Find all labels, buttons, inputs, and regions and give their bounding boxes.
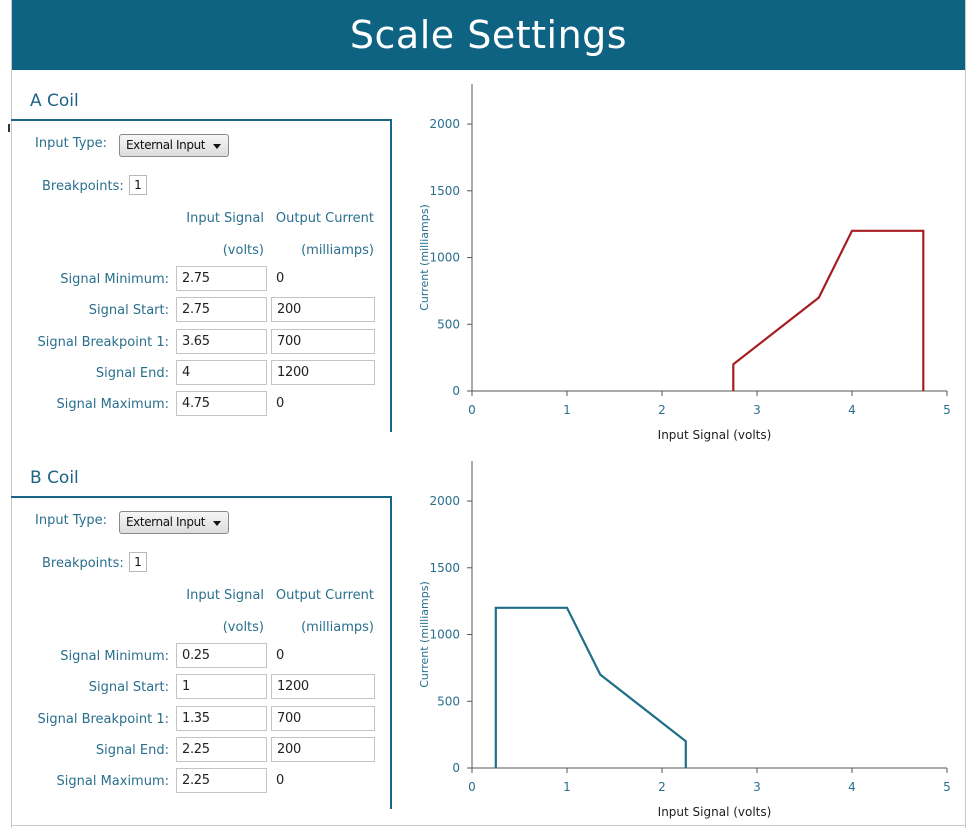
output-current-field[interactable]: 1200 <box>271 674 375 699</box>
coil-section-a: A Coil Input Type: External Input Breakpoin… <box>11 0 401 440</box>
input-signal-header: Input Signal <box>186 588 264 603</box>
row-label: Signal Minimum: <box>60 649 169 664</box>
x-tick-label: 3 <box>753 403 761 417</box>
row-label: Signal Breakpoint 1: <box>38 712 169 727</box>
input-signal-field[interactable]: 2.75 <box>176 266 267 291</box>
input-signal-field[interactable]: 3.65 <box>176 329 267 354</box>
x-tick-label: 0 <box>468 403 476 417</box>
y-axis-label: Current (milliamps) <box>418 581 431 688</box>
y-tick-label: 1500 <box>429 561 460 575</box>
x-tick-label: 3 <box>753 780 761 794</box>
y-tick-label: 1000 <box>429 628 460 642</box>
chevron-down-icon <box>213 521 221 526</box>
x-tick-label: 2 <box>658 780 666 794</box>
breakpoints-label: Breakpoints: <box>42 556 124 571</box>
x-tick-label: 0 <box>468 780 476 794</box>
edge-marker <box>8 124 10 132</box>
output-current-field[interactable]: 700 <box>271 329 375 354</box>
breakpoints-label: Breakpoints: <box>42 179 124 194</box>
x-tick-label: 1 <box>563 403 571 417</box>
coil-section-b: B Coil Input Type: External Input Breakpoin… <box>11 377 401 817</box>
x-axis-label: Input Signal (volts) <box>658 428 772 442</box>
x-tick-label: 4 <box>848 403 856 417</box>
y-tick-label: 1500 <box>429 184 460 198</box>
x-axis-label: Input Signal (volts) <box>658 805 772 819</box>
row-label: Signal Maximum: <box>57 774 170 789</box>
output-current-value: 0 <box>276 773 284 788</box>
series-line <box>496 608 686 768</box>
input-unit-label: (volts) <box>223 620 264 635</box>
output-current-header: Output Current <box>276 588 374 603</box>
row-label: Signal End: <box>96 743 169 758</box>
breakpoints-input[interactable]: 1 <box>129 552 147 572</box>
series-line <box>733 231 923 391</box>
x-tick-label: 4 <box>848 780 856 794</box>
signal-row-minimum: Signal Minimum: 2.75 0 <box>11 266 391 292</box>
chevron-down-icon <box>213 144 221 149</box>
y-tick-label: 0 <box>452 384 460 398</box>
signal-row-minimum: Signal Minimum: 0.25 0 <box>11 643 391 669</box>
output-unit-label: (milliamps) <box>301 620 374 635</box>
chart-svg: 0 500 1000 1500 2000 0 1 2 3 4 5 Input Signal (volt… <box>401 80 966 450</box>
input-type-select[interactable]: External Input <box>119 134 229 157</box>
signal-row-maximum: Signal Maximum: 2.25 0 <box>11 768 391 794</box>
input-signal-field[interactable]: 2.25 <box>176 768 267 793</box>
input-signal-field[interactable]: 1 <box>176 674 267 699</box>
output-current-value: 0 <box>276 648 284 663</box>
row-label: Signal Minimum: <box>60 272 169 287</box>
input-type-label: Input Type: <box>35 513 107 528</box>
row-label: Signal Breakpoint 1: <box>38 335 169 350</box>
x-tick-label: 5 <box>943 780 951 794</box>
coil-title: A Coil <box>30 91 79 111</box>
input-unit-label: (volts) <box>223 243 264 258</box>
row-label: Signal Start: <box>89 680 169 695</box>
output-current-field[interactable]: 200 <box>271 737 375 762</box>
input-signal-field[interactable]: 1.35 <box>176 706 267 731</box>
breakpoints-input[interactable]: 1 <box>129 175 147 195</box>
x-tick-label: 5 <box>943 403 951 417</box>
output-current-field[interactable]: 700 <box>271 706 375 731</box>
y-tick-label: 1000 <box>429 251 460 265</box>
input-type-label: Input Type: <box>35 136 107 151</box>
output-unit-label: (milliamps) <box>301 243 374 258</box>
input-signal-header: Input Signal <box>186 211 264 226</box>
input-signal-field[interactable]: 2.75 <box>176 297 267 322</box>
y-tick-label: 500 <box>437 694 460 708</box>
input-type-value: External Input <box>126 138 205 152</box>
scale-chart: 0 500 1000 1500 2000 0 1 2 3 4 5 Input Signal (volt… <box>401 80 966 450</box>
input-signal-field[interactable]: 2.25 <box>176 737 267 762</box>
row-label: Signal Start: <box>89 303 169 318</box>
output-current-field[interactable]: 200 <box>271 297 375 322</box>
y-tick-label: 500 <box>437 317 460 331</box>
scale-chart: 0 500 1000 1500 2000 0 1 2 3 4 5 Input Signal (volt… <box>401 457 966 827</box>
output-current-value: 0 <box>276 271 284 286</box>
chart-svg: 0 500 1000 1500 2000 0 1 2 3 4 5 Input Signal (volt… <box>401 457 966 827</box>
x-tick-label: 1 <box>563 780 571 794</box>
y-tick-label: 0 <box>452 761 460 775</box>
output-current-header: Output Current <box>276 211 374 226</box>
y-tick-label: 2000 <box>429 494 460 508</box>
y-axis-label: Current (milliamps) <box>418 204 431 311</box>
y-tick-label: 2000 <box>429 117 460 131</box>
x-tick-label: 2 <box>658 403 666 417</box>
input-signal-field[interactable]: 0.25 <box>176 643 267 668</box>
input-type-value: External Input <box>126 515 205 529</box>
input-type-select[interactable]: External Input <box>119 511 229 534</box>
coil-title: B Coil <box>30 468 79 488</box>
